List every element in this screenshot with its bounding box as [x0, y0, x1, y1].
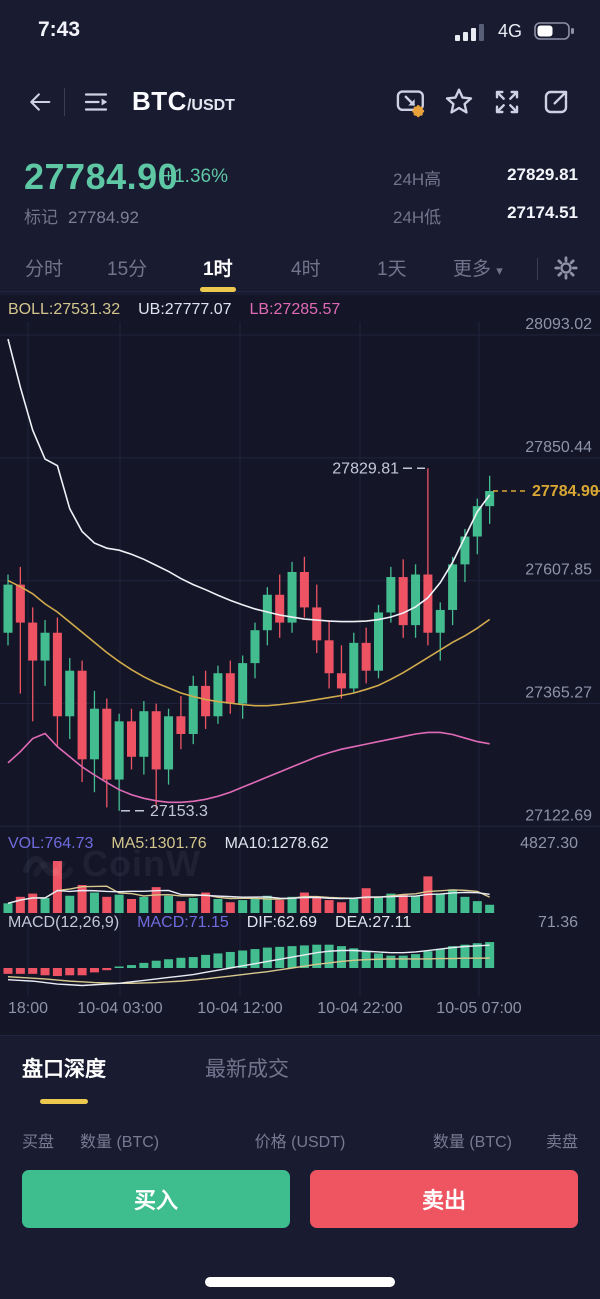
orderbook-col-price: 价格 (USDT)	[254, 1134, 346, 1151]
tab-depth[interactable]: 盘口深度	[22, 1053, 106, 1083]
chart-section: 28093.02 27850.44 27607.85 27365.27 27122.69…	[0, 295, 600, 1035]
tab-latest-trades[interactable]: 最新成交	[205, 1058, 289, 1081]
external-link-icon	[544, 90, 568, 114]
macd-params: MACD(12,26,9)	[8, 914, 120, 931]
orderbook-col-sell-side: 卖盘	[545, 1134, 578, 1151]
vol-ma10-value: MA10:1278.62	[224, 835, 329, 852]
network-type-label: 4G	[498, 21, 523, 41]
time-axis-label: 10-04 03:00	[77, 1000, 163, 1017]
coinw-logo-icon	[23, 856, 73, 879]
high-24h-label: 24H高	[393, 170, 442, 189]
chevron-down-icon: ▾	[496, 263, 503, 278]
svg-text:27365.27: 27365.27	[525, 684, 592, 701]
back-arrow-icon	[30, 93, 51, 111]
mark-price-value: 27784.92	[68, 208, 139, 227]
low-24h-value: 27174.51	[507, 203, 578, 222]
vol-ma5-value: MA5:1301.76	[111, 835, 207, 852]
coinw-watermark: CoinW	[22, 843, 201, 885]
tab-1hour[interactable]: 1时	[203, 254, 233, 281]
svg-text:28093.02: 28093.02	[525, 316, 592, 333]
time-axis-label: 10-05 07:00	[436, 1000, 522, 1017]
expand-arrows-icon	[495, 90, 519, 114]
time-axis-label: 18:00	[7, 1000, 49, 1017]
dea-value: DEA:27.11	[335, 914, 412, 931]
pair-title: BTC/USDT	[132, 86, 235, 117]
svg-text:27122.69: 27122.69	[525, 807, 592, 824]
vol-axis-max: 4827.30	[520, 835, 578, 852]
boll-lb-value: LB:27285.57	[249, 301, 341, 318]
svg-text:27784.90: 27784.90	[532, 483, 599, 500]
macd-legend: MACD(12,26,9) MACD:71.15 DIF:62.69 DEA:2…	[0, 914, 600, 932]
interval-tab-bar: 分时 15分 1时 4时 1天 更多 ▾	[0, 246, 600, 292]
chart-settings-icon	[396, 90, 425, 118]
status-time: 7:43	[38, 18, 81, 41]
favorite-button[interactable]	[441, 84, 477, 120]
sell-button[interactable]: 卖出	[310, 1170, 578, 1228]
home-indicator[interactable]	[205, 1277, 395, 1287]
tab-more[interactable]: 更多 ▾	[453, 254, 503, 281]
last-price: 27784.90	[24, 156, 179, 197]
chart-settings-button[interactable]	[393, 84, 429, 120]
macd-value: MACD:71.15	[137, 914, 229, 931]
fullscreen-button[interactable]	[489, 84, 525, 120]
orderbook-col-amount-buy: 数量 (BTC)	[80, 1134, 160, 1151]
svg-text:27850.44: 27850.44	[525, 439, 592, 456]
pair-quote: /USDT	[186, 97, 235, 114]
buy-button[interactable]: 买入	[22, 1170, 290, 1228]
tab-divider	[537, 258, 538, 280]
market-list-icon	[84, 93, 108, 111]
mark-price-label: 标记	[24, 208, 58, 227]
svg-text:27153.3: 27153.3	[150, 803, 208, 820]
volume-legend: VOL:764.73 MA5:1301.76 MA10:1278.62 4827…	[0, 835, 600, 853]
watermark-text: CoinW	[82, 843, 201, 884]
tab-timeline[interactable]: 分时	[25, 259, 64, 280]
indicator-settings-gear-icon[interactable]	[553, 255, 579, 281]
price-change-percent: +1.36%	[163, 166, 228, 187]
boll-mb-value: BOLL:27531.32	[8, 301, 121, 318]
orderbook-col-buy-side: 买盘	[22, 1134, 55, 1151]
market-list-button[interactable]	[78, 84, 114, 120]
time-axis-label: 10-04 12:00	[197, 1000, 283, 1017]
header-divider	[64, 88, 65, 116]
tab-more-label: 更多	[453, 259, 492, 280]
svg-text:27829.81: 27829.81	[332, 460, 399, 477]
share-button[interactable]	[538, 84, 574, 120]
orderbook-col-amount-sell: 数量 (BTC)	[432, 1134, 512, 1151]
tab-4hour[interactable]: 4时	[291, 259, 321, 280]
tab-15min[interactable]: 15分	[107, 259, 148, 280]
battery-icon	[534, 22, 574, 40]
candlestick-chart[interactable]: 28093.02 27850.44 27607.85 27365.27 27122.69…	[0, 295, 600, 1035]
dif-value: DIF:62.69	[246, 914, 318, 931]
mark-price-row: 标记 27784.92	[24, 203, 139, 228]
time-axis-label: 10-04 22:00	[317, 1000, 403, 1017]
star-icon	[445, 88, 473, 114]
low-24h-label: 24H低	[393, 208, 442, 227]
boll-ub-value: UB:27777.07	[138, 301, 232, 318]
high-24h-value: 27829.81	[507, 165, 578, 184]
back-button[interactable]	[22, 84, 58, 120]
macd-axis-max: 71.36	[537, 914, 578, 931]
pair-base: BTC	[132, 86, 187, 116]
svg-text:27607.85: 27607.85	[525, 562, 592, 579]
signal-strength-icon	[455, 24, 484, 41]
boll-legend: BOLL:27531.32 UB:27777.07 LB:27285.57	[0, 301, 600, 319]
vol-value: VOL:764.73	[8, 835, 94, 852]
tab-1day[interactable]: 1天	[377, 259, 407, 280]
orderbook-panel: 盘口深度 最新成交 买盘 数量 (BTC) 价格 (USDT) 数量 (BTC)…	[0, 1035, 600, 1170]
